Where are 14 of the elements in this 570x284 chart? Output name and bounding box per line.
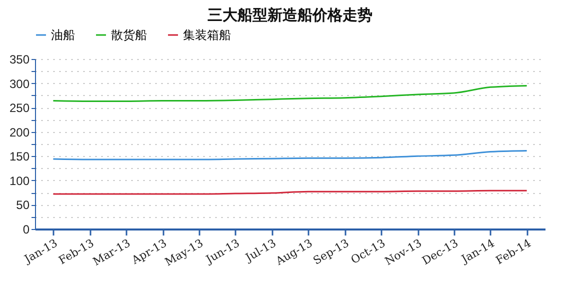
y-tick-label: 100 bbox=[9, 174, 30, 188]
legend-label: 集装箱船 bbox=[183, 28, 231, 42]
y-tick-label: 300 bbox=[9, 76, 30, 91]
legend-label: 油船 bbox=[51, 28, 75, 42]
line-series bbox=[52, 84, 528, 102]
y-tick-label: 200 bbox=[9, 125, 30, 140]
line-series bbox=[52, 150, 528, 160]
legend-label: 散货船 bbox=[111, 28, 147, 42]
y-tick-label: 0 bbox=[22, 222, 30, 236]
chart-title: 三大船型新造船价格走势 bbox=[208, 6, 372, 24]
y-tick-label: 50 bbox=[16, 198, 30, 212]
y-tick-label: 250 bbox=[9, 101, 30, 116]
y-tick-label: 150 bbox=[9, 150, 30, 164]
y-tick-label: 350 bbox=[9, 52, 30, 66]
